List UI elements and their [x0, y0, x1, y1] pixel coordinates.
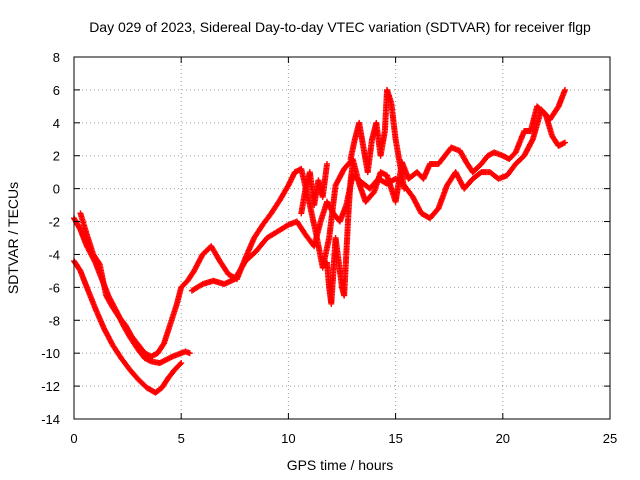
y-axis-label: SDTVAR / TECUs	[5, 182, 21, 294]
data-point	[561, 86, 568, 93]
y-tick-label: -6	[48, 280, 60, 295]
y-tick-label: 0	[53, 182, 60, 197]
plot-frame	[73, 56, 611, 420]
y-tick-label: -4	[48, 247, 60, 262]
x-axis-label: GPS time / hours	[287, 457, 394, 473]
x-axis: 0 5 10 15 20 25	[70, 57, 617, 446]
x-tick-label: 15	[388, 431, 402, 446]
data-series	[188, 86, 568, 294]
y-tick-label: 2	[53, 149, 60, 164]
data-point	[323, 160, 330, 167]
y-tick-label: -12	[41, 379, 60, 394]
data-series	[77, 103, 568, 360]
data-series	[71, 258, 185, 396]
y-tick-label: -2	[48, 215, 60, 230]
x-tick-label: 20	[496, 431, 510, 446]
data-series	[298, 160, 330, 217]
y-tick-label: 8	[53, 50, 60, 65]
data-point	[95, 260, 102, 267]
x-tick-label: 0	[70, 431, 77, 446]
data-series	[347, 86, 408, 192]
data-point	[561, 139, 568, 146]
y-tick-label: -8	[48, 313, 60, 328]
x-tick-label: 5	[178, 431, 185, 446]
data-point	[160, 341, 167, 348]
data-series	[323, 160, 356, 307]
y-axis: -14 -12 -10 -8 -6 -4 -2 0 2 4 6 8	[41, 50, 610, 427]
y-tick-label: -14	[41, 412, 60, 427]
x-tick-label: 10	[281, 431, 295, 446]
x-tick-label: 25	[603, 431, 617, 446]
data-marks	[71, 86, 568, 396]
y-tick-label: 4	[53, 116, 60, 131]
data-point	[186, 350, 193, 357]
y-tick-label: 6	[53, 83, 60, 98]
y-tick-label: -10	[41, 346, 60, 361]
data-point	[401, 185, 408, 192]
data-point	[178, 360, 185, 367]
data-point	[177, 361, 184, 368]
data-point	[349, 160, 356, 167]
chart-title: Day 029 of 2023, Sidereal Day-to-day VTE…	[89, 19, 591, 35]
